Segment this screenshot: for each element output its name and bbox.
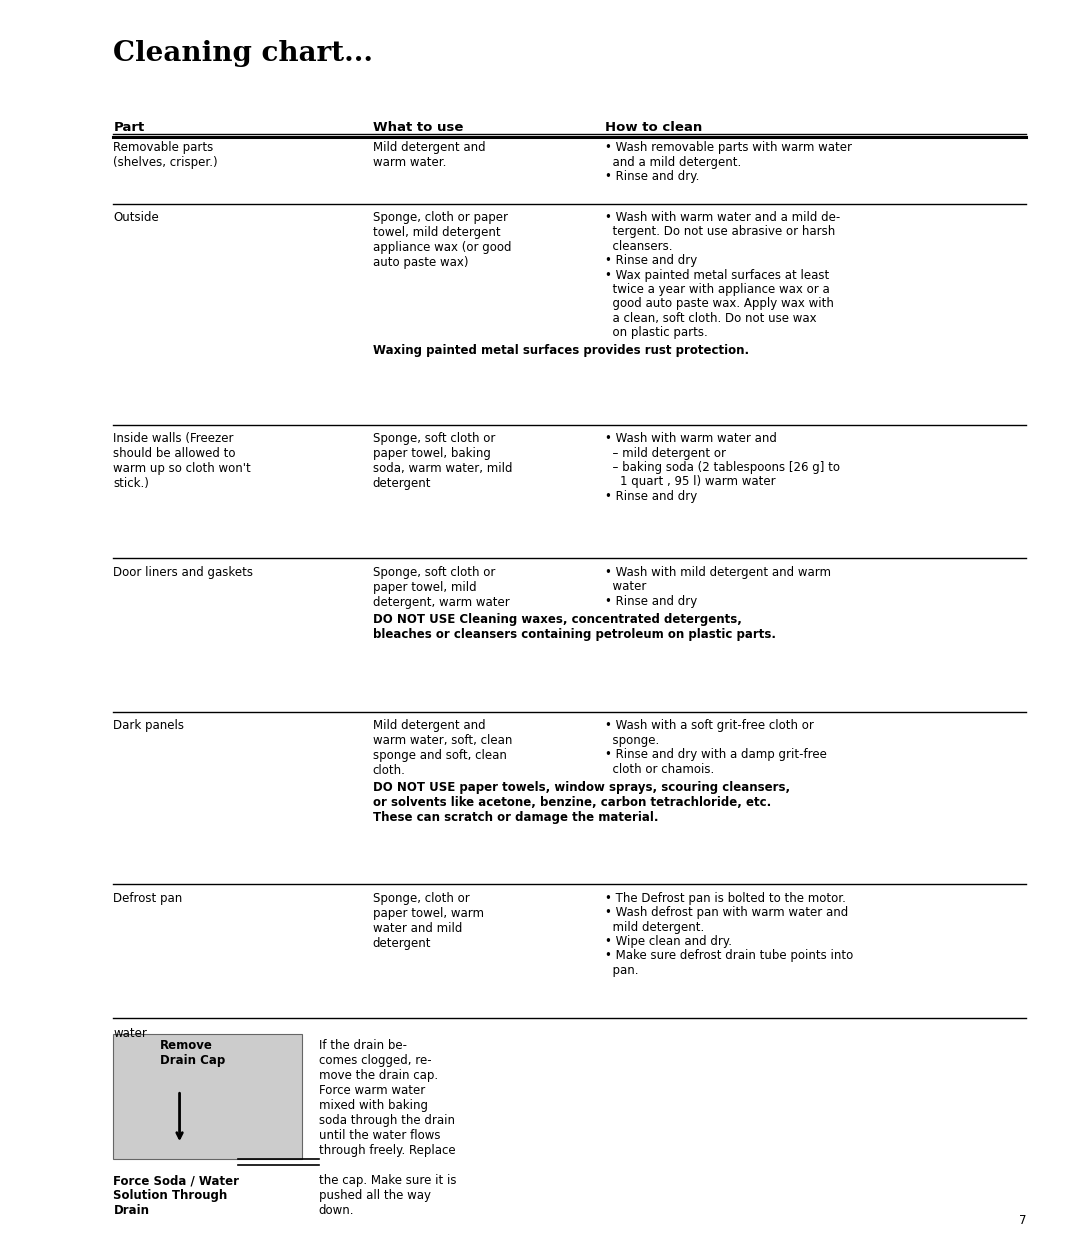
Text: • Wash with warm water and: • Wash with warm water and bbox=[605, 432, 777, 445]
Text: • Rinse and dry.: • Rinse and dry. bbox=[605, 170, 699, 182]
Text: What to use: What to use bbox=[373, 121, 463, 134]
Text: Dark panels: Dark panels bbox=[113, 719, 185, 732]
Text: Waxing painted metal surfaces provides rust protection.: Waxing painted metal surfaces provides r… bbox=[373, 343, 748, 357]
Text: on plastic parts.: on plastic parts. bbox=[605, 326, 707, 338]
Text: cloth or chamois.: cloth or chamois. bbox=[605, 762, 714, 776]
Text: Sponge, cloth or paper
towel, mild detergent
appliance wax (or good
auto paste w: Sponge, cloth or paper towel, mild deter… bbox=[373, 211, 511, 269]
Text: Removable parts
(shelves, crisper.): Removable parts (shelves, crisper.) bbox=[113, 141, 218, 169]
Text: Sponge, cloth or
paper towel, warm
water and mild
detergent: Sponge, cloth or paper towel, warm water… bbox=[373, 892, 484, 949]
Text: Force Soda / Water
Solution Through
Drain: Force Soda / Water Solution Through Drai… bbox=[113, 1174, 240, 1217]
Text: – mild detergent or: – mild detergent or bbox=[605, 447, 726, 460]
Text: • Wipe clean and dry.: • Wipe clean and dry. bbox=[605, 934, 732, 948]
Text: Sponge, soft cloth or
paper towel, baking
soda, warm water, mild
detergent: Sponge, soft cloth or paper towel, bakin… bbox=[373, 432, 512, 490]
Text: • Wash with a soft grit-free cloth or: • Wash with a soft grit-free cloth or bbox=[605, 719, 813, 732]
Text: Door liners and gaskets: Door liners and gaskets bbox=[113, 566, 254, 578]
Text: mild detergent.: mild detergent. bbox=[605, 921, 704, 933]
Text: Defrost pan: Defrost pan bbox=[113, 892, 183, 904]
Text: Part: Part bbox=[113, 121, 145, 134]
Text: the cap. Make sure it is
pushed all the way
down.: the cap. Make sure it is pushed all the … bbox=[319, 1174, 456, 1217]
Text: • The Defrost pan is bolted to the motor.: • The Defrost pan is bolted to the motor… bbox=[605, 892, 846, 904]
Text: • Rinse and dry: • Rinse and dry bbox=[605, 255, 697, 267]
Text: • Rinse and dry: • Rinse and dry bbox=[605, 595, 697, 607]
Text: • Rinse and dry with a damp grit-free: • Rinse and dry with a damp grit-free bbox=[605, 748, 826, 761]
Text: Outside: Outside bbox=[113, 211, 159, 224]
Text: Mild detergent and
warm water, soft, clean
sponge and soft, clean
cloth.: Mild detergent and warm water, soft, cle… bbox=[373, 719, 512, 777]
Text: Sponge, soft cloth or
paper towel, mild
detergent, warm water: Sponge, soft cloth or paper towel, mild … bbox=[373, 566, 510, 608]
Text: DO NOT USE paper towels, window sprays, scouring cleansers,
or solvents like ace: DO NOT USE paper towels, window sprays, … bbox=[373, 781, 789, 823]
Text: water: water bbox=[113, 1027, 147, 1039]
Text: How to clean: How to clean bbox=[605, 121, 702, 134]
Text: • Wax painted metal surfaces at least: • Wax painted metal surfaces at least bbox=[605, 269, 829, 281]
Text: • Wash defrost pan with warm water and: • Wash defrost pan with warm water and bbox=[605, 907, 848, 919]
Text: pan.: pan. bbox=[605, 964, 638, 977]
Text: Cleaning chart...: Cleaning chart... bbox=[113, 40, 374, 67]
Text: cleansers.: cleansers. bbox=[605, 240, 672, 252]
Text: 7: 7 bbox=[1018, 1214, 1026, 1227]
Text: good auto paste wax. Apply wax with: good auto paste wax. Apply wax with bbox=[605, 297, 834, 310]
Text: Remove
Drain Cap: Remove Drain Cap bbox=[160, 1039, 225, 1067]
FancyBboxPatch shape bbox=[113, 1034, 302, 1159]
Text: • Rinse and dry: • Rinse and dry bbox=[605, 490, 697, 502]
Text: and a mild detergent.: and a mild detergent. bbox=[605, 155, 741, 169]
Text: If the drain be-
comes clogged, re-
move the drain cap.
Force warm water
mixed w: If the drain be- comes clogged, re- move… bbox=[319, 1039, 456, 1157]
Text: water: water bbox=[605, 580, 646, 593]
Text: twice a year with appliance wax or a: twice a year with appliance wax or a bbox=[605, 282, 829, 296]
Text: Mild detergent and
warm water.: Mild detergent and warm water. bbox=[373, 141, 485, 169]
Text: • Make sure defrost drain tube points into: • Make sure defrost drain tube points in… bbox=[605, 949, 853, 962]
Text: • Wash with warm water and a mild de-: • Wash with warm water and a mild de- bbox=[605, 211, 840, 224]
Text: • Wash removable parts with warm water: • Wash removable parts with warm water bbox=[605, 141, 852, 154]
Text: sponge.: sponge. bbox=[605, 734, 659, 747]
Text: Inside walls (Freezer
should be allowed to
warm up so cloth won't
stick.): Inside walls (Freezer should be allowed … bbox=[113, 432, 252, 490]
Text: 1 quart , 95 l) warm water: 1 quart , 95 l) warm water bbox=[605, 475, 775, 488]
Text: DO NOT USE Cleaning waxes, concentrated detergents,
bleaches or cleansers contai: DO NOT USE Cleaning waxes, concentrated … bbox=[373, 612, 775, 641]
Text: a clean, soft cloth. Do not use wax: a clean, soft cloth. Do not use wax bbox=[605, 311, 816, 325]
Text: tergent. Do not use abrasive or harsh: tergent. Do not use abrasive or harsh bbox=[605, 225, 835, 239]
Text: • Wash with mild detergent and warm: • Wash with mild detergent and warm bbox=[605, 566, 831, 578]
Text: – baking soda (2 tablespoons [26 g] to: – baking soda (2 tablespoons [26 g] to bbox=[605, 461, 840, 473]
